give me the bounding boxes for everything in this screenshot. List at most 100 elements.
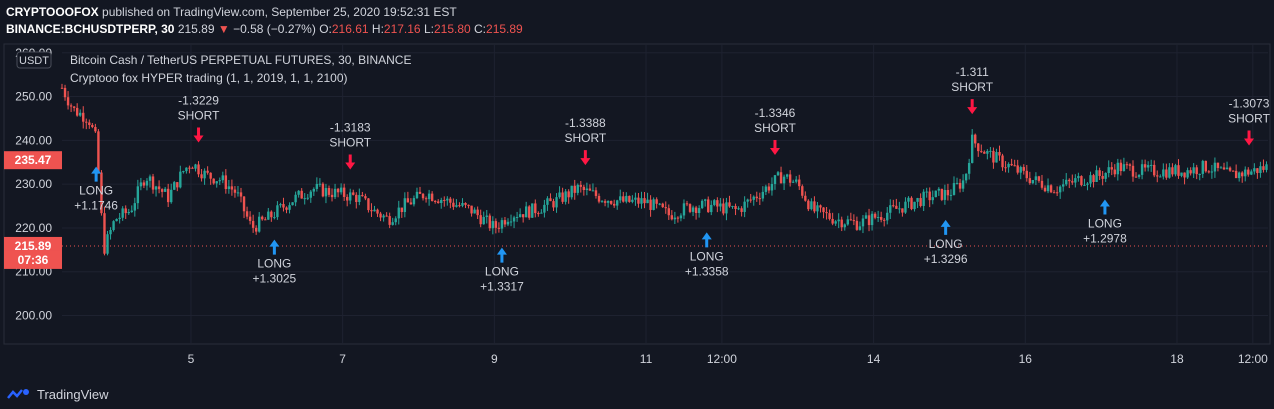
candle-body	[1019, 167, 1022, 173]
candle-body	[154, 186, 158, 190]
candle-body	[239, 192, 243, 197]
short-arrow-icon	[580, 150, 591, 166]
candle-body	[998, 152, 1001, 156]
symbol-name: BINANCE:BCHUSDTPERP, 30	[6, 22, 175, 36]
candle-body	[585, 188, 589, 191]
candle-body	[974, 134, 977, 144]
candle-body	[813, 201, 816, 212]
candle-body	[370, 210, 373, 212]
candle-body	[840, 219, 843, 228]
candle-body	[588, 188, 592, 191]
candle-body	[1080, 176, 1083, 186]
candle-body	[376, 209, 379, 214]
candle-body	[100, 172, 103, 214]
candle-body	[312, 188, 316, 192]
candle-body	[1034, 176, 1038, 181]
candle-body	[737, 208, 740, 210]
candle-body	[758, 198, 762, 200]
candle-body	[804, 195, 807, 201]
candle-body	[270, 211, 273, 218]
candle-body	[764, 186, 768, 192]
candle-body	[464, 202, 467, 205]
candle-body	[443, 199, 446, 201]
candle-body	[707, 199, 710, 213]
candle-body	[1122, 164, 1126, 172]
candle-body	[109, 230, 112, 235]
low-label: L:	[423, 22, 434, 36]
candle-body	[342, 187, 346, 197]
candle-body	[488, 215, 491, 229]
candle-body	[521, 214, 525, 218]
signal-type-label: SHORT	[951, 80, 993, 94]
candle-body	[637, 197, 640, 204]
y-tick-label: 200.00	[15, 309, 52, 323]
candles	[60, 83, 1268, 256]
candle-body	[655, 199, 658, 204]
short-arrow-icon	[769, 139, 780, 155]
signal-type-label: SHORT	[1228, 111, 1270, 125]
candle-body	[861, 218, 865, 227]
candle-body	[828, 213, 831, 219]
candle-body	[330, 194, 334, 198]
candle-body	[103, 213, 106, 254]
last-price: 215.89	[177, 22, 215, 36]
candle-body	[339, 187, 343, 193]
candle-body	[713, 200, 716, 205]
candle-body	[661, 203, 664, 208]
candle-body	[157, 186, 161, 190]
candle-body	[1237, 172, 1241, 179]
candle-body	[303, 198, 306, 200]
candle-body	[725, 202, 728, 214]
long-arrow-icon	[91, 166, 102, 182]
candle-body	[940, 188, 944, 200]
candle-body	[782, 176, 786, 184]
candle-body	[133, 203, 137, 211]
candle-body	[889, 205, 892, 213]
candle-body	[160, 189, 164, 192]
candle-body	[1210, 171, 1214, 173]
candle-body	[251, 220, 255, 228]
candle-body	[697, 208, 701, 214]
y-tick-label: 230.00	[15, 177, 52, 191]
candle-body	[1189, 170, 1192, 174]
currency-badge: USDT	[16, 51, 52, 69]
candle-body	[834, 221, 837, 224]
signal-value-label: +1.3025	[253, 272, 297, 286]
candle-body	[200, 174, 203, 179]
candle-body	[576, 184, 579, 193]
candle-body	[710, 204, 713, 213]
low-value: 215.80	[433, 22, 471, 36]
x-tick-label: 12:00	[707, 352, 737, 366]
long-arrow-icon	[701, 232, 712, 248]
candle-body	[734, 205, 737, 210]
candle-body	[670, 215, 674, 220]
candle-body	[795, 179, 798, 182]
candle-body	[437, 201, 440, 204]
candle-body	[267, 211, 270, 220]
chart-title: Bitcoin Cash / TetherUS PERPETUAL FUTURE…	[70, 53, 411, 67]
x-tick-label: 5	[188, 352, 195, 366]
candle-body	[1222, 167, 1226, 170]
candle-body	[218, 180, 221, 182]
candle-body	[685, 203, 689, 205]
candle-body	[1165, 169, 1168, 178]
candle-body	[1265, 164, 1268, 170]
candle-body	[543, 204, 546, 213]
candle-body	[770, 183, 774, 191]
candle-body	[1022, 167, 1025, 171]
candle-body	[306, 197, 309, 199]
price-tag-box	[4, 151, 62, 170]
candle-body	[373, 209, 376, 212]
publisher-name: CRYPTOOOFOX	[6, 5, 99, 19]
candle-body	[264, 219, 267, 221]
candle-body	[282, 204, 285, 208]
signal-value-label: -1.3183	[330, 121, 371, 135]
candle-body	[943, 189, 947, 200]
candle-body	[130, 210, 133, 212]
candle-body	[452, 202, 455, 207]
candle-body	[397, 207, 400, 219]
candle-body	[673, 217, 677, 220]
candle-body	[309, 191, 312, 198]
